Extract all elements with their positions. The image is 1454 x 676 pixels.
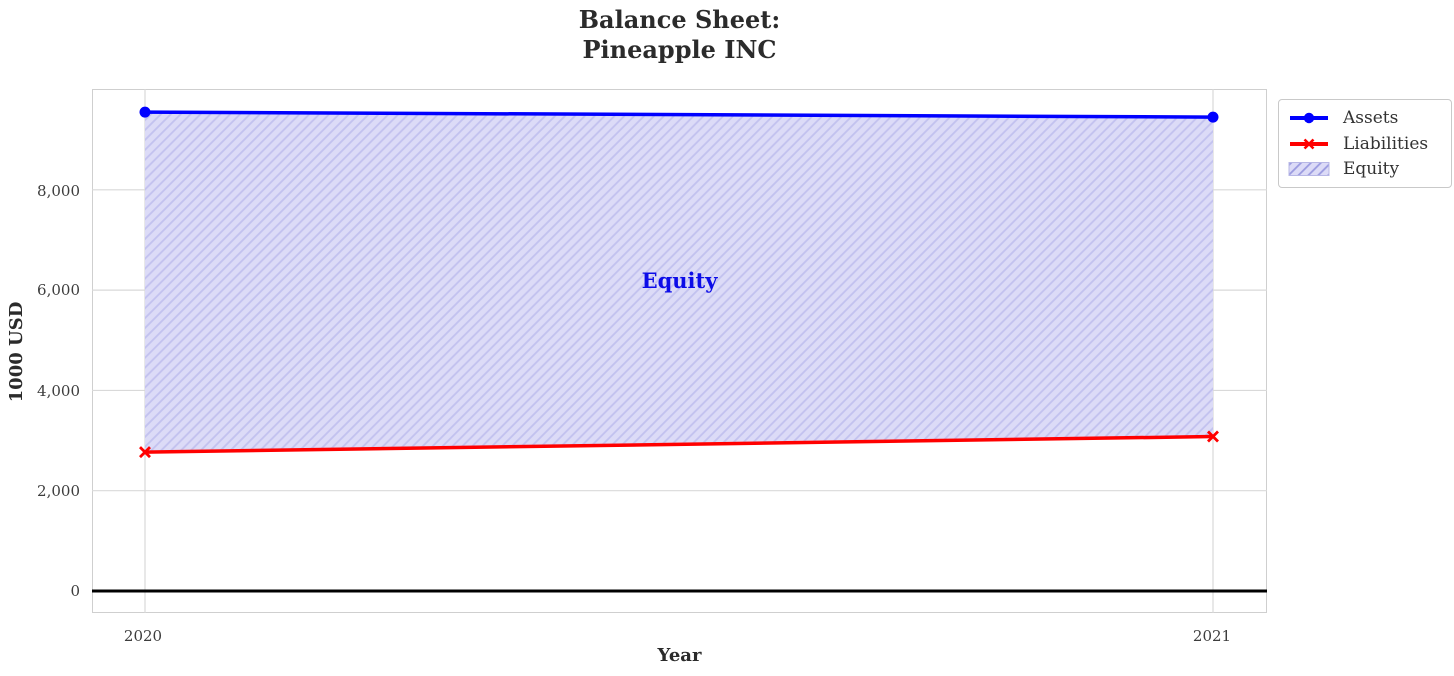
y-tick-label-8000: 8,000 xyxy=(37,181,80,200)
x-tick-label-2021: 2021 xyxy=(1192,627,1232,645)
assets-line-circle-icon xyxy=(1290,112,1328,123)
legend-label-assets: Assets xyxy=(1343,107,1399,128)
equity-area-annotation: Equity xyxy=(641,268,718,293)
legend-item-equity: Equity xyxy=(1288,159,1443,179)
y-tick-label-4000: 4,000 xyxy=(37,381,80,400)
chart-canvas xyxy=(92,89,1267,613)
chart-title-line2: Pineapple INC xyxy=(582,35,777,64)
chart-title-line1: Balance Sheet: xyxy=(578,5,781,34)
chart-title: Balance Sheet: Pineapple INC xyxy=(92,5,1267,65)
legend-label-liabilities: Liabilities xyxy=(1343,133,1429,154)
y-tick-label-0: 0 xyxy=(70,582,80,600)
legend-label-equity: Equity xyxy=(1343,159,1400,180)
x-tick-label-2020: 2020 xyxy=(123,627,163,645)
equity-hatched-patch-icon xyxy=(1288,162,1330,177)
legend: Assets Liabilities Equity xyxy=(1278,99,1452,188)
plot-area xyxy=(92,89,1267,613)
y-tick-label-2000: 2,000 xyxy=(37,481,80,500)
x-axis-label: Year xyxy=(657,645,702,666)
legend-item-liabilities: Liabilities xyxy=(1288,134,1443,154)
legend-item-assets: Assets xyxy=(1288,108,1443,128)
liabilities-line-x-icon xyxy=(1290,138,1328,149)
y-tick-label-6000: 6,000 xyxy=(37,281,80,299)
